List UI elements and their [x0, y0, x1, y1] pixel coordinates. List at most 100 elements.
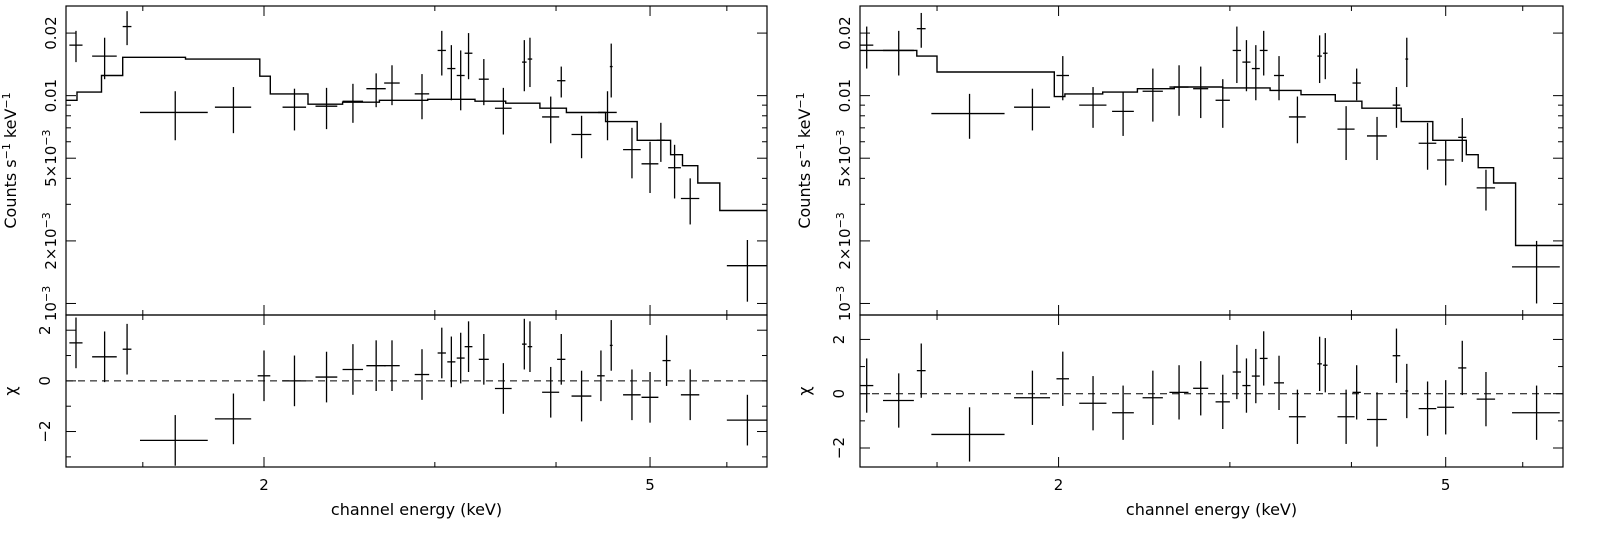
- residual-point: [437, 327, 446, 379]
- residual-point: [1458, 340, 1467, 396]
- residual-point: [1112, 385, 1134, 440]
- residual-point: [366, 340, 386, 391]
- data-point: [1079, 87, 1107, 128]
- residual-point: [1193, 361, 1209, 416]
- y-tick-label: 2×10−3: [834, 212, 855, 269]
- residual-plot-frame: [65, 314, 768, 468]
- data-point: [623, 127, 641, 179]
- residual-point: [916, 343, 926, 398]
- data-point: [1259, 30, 1268, 76]
- residual-point: [1014, 370, 1051, 425]
- data-point: [527, 37, 533, 88]
- residual-point: [1215, 374, 1230, 429]
- data-point: [916, 12, 926, 48]
- residual-y-tick-label: 2: [830, 335, 848, 345]
- data-point: [437, 30, 446, 76]
- data-point: [384, 65, 400, 106]
- data-point: [1242, 40, 1251, 92]
- y-tick-label: 10−3: [834, 286, 855, 321]
- y-tick-label-sup: −3: [834, 286, 847, 302]
- residual-point: [662, 335, 671, 386]
- residual-point: [1142, 370, 1163, 425]
- y-tick-label: 5×10−3: [834, 129, 855, 186]
- residual-plot-frame: [859, 314, 1564, 468]
- data-point: [680, 178, 700, 225]
- residual-point: [597, 350, 605, 402]
- data-point: [1288, 96, 1306, 144]
- data-point: [571, 115, 592, 159]
- y-tick-label: 0.02: [836, 16, 854, 49]
- residual-y-tick-label: 0: [830, 389, 848, 399]
- residual-point: [1418, 381, 1437, 436]
- residual-point: [478, 334, 489, 385]
- data-point: [1232, 26, 1241, 84]
- data-point: [315, 87, 338, 130]
- residual-point: [494, 363, 512, 414]
- residual-y-axis-label: χ: [795, 386, 814, 395]
- data-point: [414, 74, 430, 120]
- residual-point: [680, 369, 700, 421]
- data-point: [1437, 140, 1455, 186]
- data-point: [542, 96, 560, 144]
- data-point: [1142, 68, 1163, 122]
- y-tick-label-part: 10: [42, 302, 60, 321]
- y-axis-label-sup: −1: [0, 143, 13, 159]
- y-tick-label: 5×10−3: [40, 129, 61, 186]
- data-point: [1337, 106, 1355, 161]
- data-point: [1476, 169, 1496, 211]
- data-point: [92, 37, 117, 80]
- y-axis-label-part: Counts s: [795, 159, 814, 228]
- residual-point: [282, 355, 307, 407]
- residual-point: [384, 340, 400, 391]
- residual-point: [92, 331, 117, 383]
- residual-y-axis-label: χ: [1, 386, 20, 395]
- residual-point: [1169, 365, 1189, 420]
- y-tick-label: 0.02: [42, 16, 60, 49]
- data-point: [122, 11, 132, 46]
- data-point: [860, 26, 874, 69]
- residual-point: [69, 317, 83, 369]
- residual-point: [1251, 348, 1260, 404]
- data-point: [522, 40, 527, 92]
- residual-point: [571, 370, 592, 422]
- residual-point: [1323, 338, 1328, 393]
- data-point: [1273, 56, 1285, 101]
- residual-point: [522, 318, 527, 370]
- y-tick-label-sup: −3: [40, 286, 53, 302]
- residual-point: [641, 372, 659, 423]
- data-point: [668, 144, 681, 199]
- residual-point: [1437, 380, 1455, 435]
- model-step-curve: [860, 49, 1563, 247]
- y-tick-label-part: 10: [836, 302, 854, 321]
- residual-point: [139, 415, 208, 466]
- data-point: [557, 66, 566, 98]
- data-point: [1392, 87, 1401, 128]
- data-point: [478, 59, 489, 106]
- residual-point: [1232, 344, 1241, 400]
- y-tick-label-part: 5×10: [836, 146, 854, 187]
- data-point: [1405, 37, 1409, 88]
- residual-point: [1079, 376, 1107, 431]
- residual-y-tick-label: −2: [36, 420, 54, 442]
- y-tick-label: 10−3: [40, 286, 61, 321]
- y-tick-label-part: 0.01: [42, 79, 60, 112]
- data-point: [598, 91, 617, 141]
- residual-point: [447, 336, 456, 388]
- residual-y-tick-label: 0: [36, 376, 54, 386]
- y-tick-label-part: 2×10: [42, 228, 60, 269]
- residual-point: [542, 366, 560, 418]
- y-axis-label-sup: −1: [794, 92, 807, 108]
- upper-plot-frame: [65, 5, 768, 316]
- data-point: [1323, 33, 1328, 80]
- y-axis-label-sup: −1: [0, 92, 13, 108]
- data-point: [1193, 66, 1209, 119]
- data-point: [1418, 122, 1437, 170]
- residual-point: [860, 358, 874, 413]
- residual-point: [726, 394, 767, 446]
- data-point: [214, 87, 252, 134]
- data-point: [139, 91, 208, 141]
- y-tick-label-part: 0.02: [42, 16, 60, 49]
- residual-point: [1512, 385, 1560, 440]
